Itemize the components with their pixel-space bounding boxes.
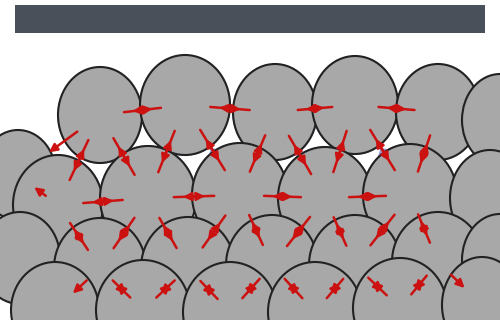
Polygon shape	[204, 108, 307, 199]
Ellipse shape	[0, 130, 56, 220]
Ellipse shape	[268, 262, 362, 320]
Ellipse shape	[450, 150, 500, 246]
Ellipse shape	[396, 64, 480, 160]
Ellipse shape	[442, 257, 500, 320]
Bar	[15, 5, 485, 33]
Polygon shape	[374, 191, 473, 266]
Polygon shape	[290, 193, 389, 270]
Polygon shape	[246, 180, 351, 282]
Polygon shape	[335, 241, 420, 320]
Ellipse shape	[462, 214, 500, 306]
Ellipse shape	[54, 218, 146, 318]
Polygon shape	[250, 244, 338, 320]
Polygon shape	[375, 244, 462, 320]
Ellipse shape	[100, 146, 196, 250]
Ellipse shape	[183, 262, 277, 320]
Polygon shape	[372, 111, 472, 196]
Polygon shape	[72, 183, 178, 282]
Ellipse shape	[226, 215, 318, 315]
Polygon shape	[196, 59, 265, 156]
Ellipse shape	[0, 212, 60, 304]
Ellipse shape	[13, 155, 103, 255]
Polygon shape	[80, 245, 164, 320]
Polygon shape	[253, 146, 312, 246]
Polygon shape	[160, 180, 268, 283]
Polygon shape	[68, 150, 137, 251]
Ellipse shape	[192, 143, 288, 247]
Polygon shape	[247, 102, 356, 209]
Polygon shape	[25, 109, 130, 211]
Polygon shape	[327, 94, 440, 207]
Ellipse shape	[233, 64, 317, 160]
Polygon shape	[162, 146, 226, 247]
Ellipse shape	[312, 56, 398, 154]
Ellipse shape	[392, 212, 484, 312]
Ellipse shape	[278, 147, 372, 249]
Polygon shape	[108, 60, 176, 159]
Ellipse shape	[462, 74, 500, 166]
Ellipse shape	[141, 217, 235, 319]
Ellipse shape	[363, 144, 457, 246]
Ellipse shape	[140, 55, 230, 155]
Polygon shape	[284, 60, 346, 156]
Polygon shape	[418, 239, 500, 320]
Polygon shape	[116, 188, 220, 278]
Polygon shape	[111, 102, 220, 201]
Polygon shape	[123, 243, 208, 320]
Polygon shape	[330, 177, 436, 282]
Ellipse shape	[11, 262, 99, 320]
Polygon shape	[287, 105, 390, 198]
Polygon shape	[72, 105, 180, 209]
Ellipse shape	[96, 260, 190, 320]
Polygon shape	[290, 246, 379, 320]
Polygon shape	[365, 60, 428, 156]
Ellipse shape	[353, 258, 447, 320]
Polygon shape	[30, 191, 128, 282]
Polygon shape	[338, 147, 397, 246]
Polygon shape	[166, 246, 252, 320]
Polygon shape	[36, 244, 119, 320]
Polygon shape	[156, 93, 271, 207]
Polygon shape	[204, 189, 306, 271]
Polygon shape	[206, 245, 295, 320]
Ellipse shape	[309, 215, 401, 315]
Ellipse shape	[58, 67, 142, 163]
